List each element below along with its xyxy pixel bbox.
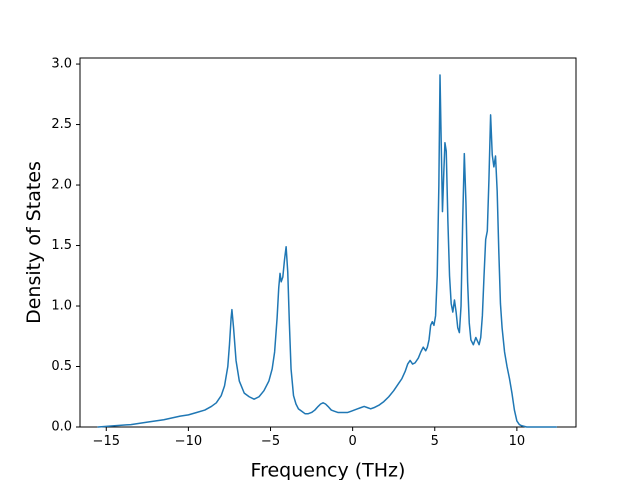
x-tick-label: −15 [93, 434, 120, 449]
y-tick-label: 3.0 [51, 57, 72, 72]
y-tick-label: 1.5 [51, 238, 72, 253]
y-tick-label: 2.5 [51, 117, 72, 132]
x-tick-label: −5 [261, 434, 280, 449]
axes-spines [79, 57, 577, 428]
dos-series-line [97, 74, 558, 428]
x-axis-label: Frequency (THz) [251, 460, 406, 480]
y-tick-label: 1.0 [51, 299, 72, 314]
y-tick-label: 0.5 [51, 359, 72, 374]
y-tick-label: 0.0 [51, 420, 72, 435]
y-axis-label: Density of States [23, 161, 45, 324]
x-tick-label: 0 [348, 434, 356, 449]
x-tick-label: 10 [509, 434, 526, 449]
x-tick-label: 5 [431, 434, 439, 449]
y-tick-label: 2.0 [51, 178, 72, 193]
x-tick-label: −10 [175, 434, 202, 449]
